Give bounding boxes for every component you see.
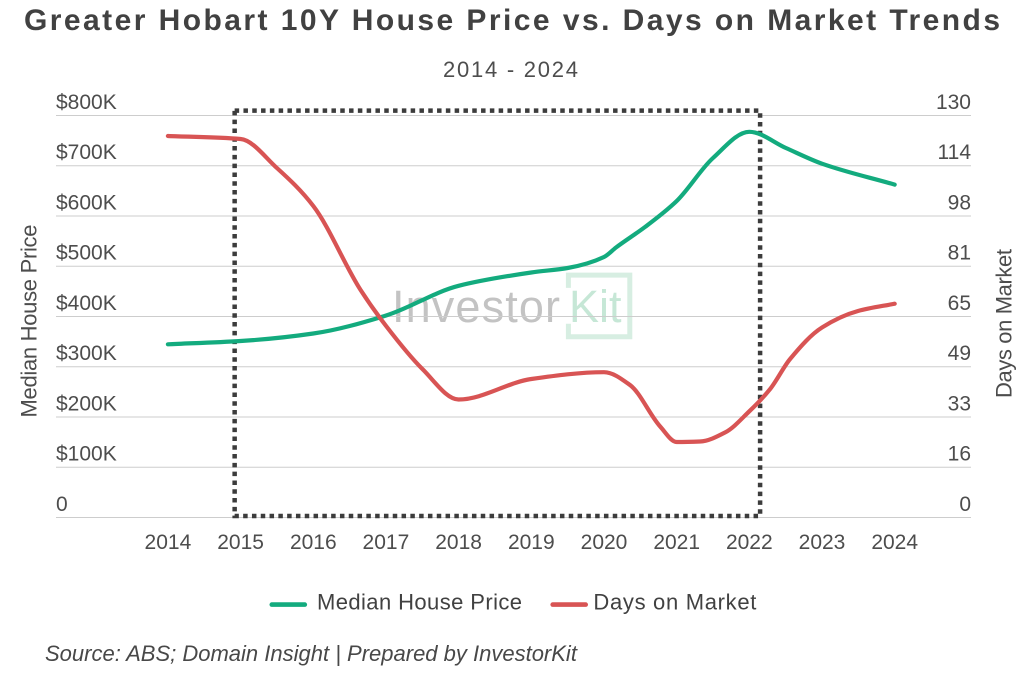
svg-text:0: 0	[959, 493, 971, 516]
svg-text:0: 0	[56, 493, 68, 516]
svg-text:Source: ABS; Domain Insight |: Source: ABS; Domain Insight | Prepared b…	[45, 641, 578, 666]
svg-text:Kit: Kit	[569, 281, 622, 332]
svg-text:Investor: Investor	[392, 281, 560, 332]
svg-text:2015: 2015	[217, 531, 264, 554]
svg-text:Days on Market: Days on Market	[992, 249, 1017, 398]
svg-text:2019: 2019	[508, 531, 555, 554]
svg-text:2016: 2016	[290, 531, 337, 554]
svg-text:$200K: $200K	[56, 392, 117, 415]
svg-text:2023: 2023	[799, 531, 846, 554]
svg-text:Median House Price: Median House Price	[317, 590, 522, 615]
svg-text:65: 65	[948, 292, 971, 315]
svg-text:114: 114	[938, 141, 972, 164]
svg-text:$700K: $700K	[56, 141, 117, 164]
svg-text:$500K: $500K	[56, 242, 117, 265]
svg-text:Days on Market: Days on Market	[593, 590, 756, 615]
svg-text:$400K: $400K	[56, 292, 117, 315]
svg-text:Median House Price: Median House Price	[17, 225, 42, 418]
svg-text:$100K: $100K	[56, 443, 117, 466]
svg-text:$600K: $600K	[56, 191, 117, 214]
svg-text:130: 130	[936, 91, 971, 114]
svg-text:2014 - 2024: 2014 - 2024	[443, 57, 578, 82]
svg-text:81: 81	[948, 242, 971, 265]
svg-text:49: 49	[948, 342, 971, 365]
svg-text:2021: 2021	[653, 531, 700, 554]
svg-text:16: 16	[948, 443, 971, 466]
svg-text:33: 33	[948, 392, 971, 415]
svg-text:$300K: $300K	[56, 342, 117, 365]
svg-text:$800K: $800K	[56, 91, 117, 114]
svg-text:2020: 2020	[581, 531, 628, 554]
svg-text:2022: 2022	[726, 531, 773, 554]
svg-text:98: 98	[948, 191, 971, 214]
svg-text:2018: 2018	[435, 531, 482, 554]
svg-text:2024: 2024	[871, 531, 918, 554]
svg-text:2014: 2014	[145, 531, 192, 554]
svg-text:2017: 2017	[363, 531, 410, 554]
